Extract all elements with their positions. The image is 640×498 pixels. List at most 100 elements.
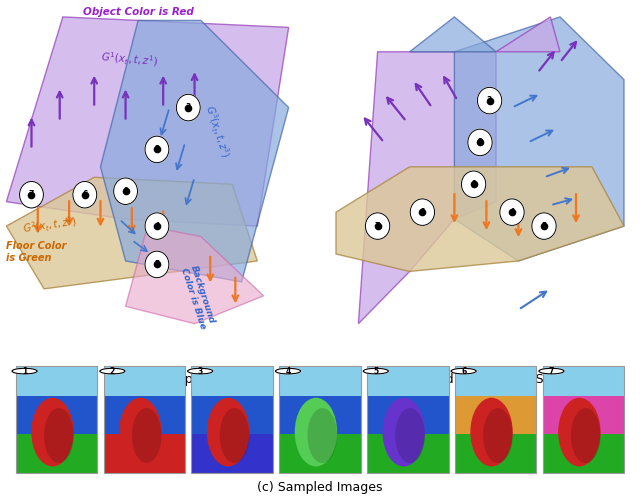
Polygon shape xyxy=(100,20,289,282)
Bar xyxy=(543,366,624,395)
Bar xyxy=(104,366,185,395)
Bar xyxy=(367,434,449,473)
Circle shape xyxy=(145,136,169,163)
Polygon shape xyxy=(336,167,624,271)
Text: $G^2(x_t, t, z^2)$: $G^2(x_t, t, z^2)$ xyxy=(22,214,78,237)
Circle shape xyxy=(532,213,556,240)
Bar xyxy=(104,434,185,473)
Ellipse shape xyxy=(383,398,425,467)
Ellipse shape xyxy=(119,398,161,467)
Circle shape xyxy=(539,369,564,374)
Ellipse shape xyxy=(42,457,63,463)
Circle shape xyxy=(461,171,486,198)
Text: 3: 3 xyxy=(487,96,492,105)
Bar xyxy=(455,434,536,473)
Ellipse shape xyxy=(207,398,250,467)
Polygon shape xyxy=(410,17,496,52)
Circle shape xyxy=(468,129,492,156)
Bar xyxy=(367,395,449,436)
Text: (b) Ground Truth Factor Space: (b) Ground Truth Factor Space xyxy=(386,373,574,385)
Bar xyxy=(191,434,273,473)
Ellipse shape xyxy=(307,408,337,463)
Bar xyxy=(191,395,273,436)
Text: 5: 5 xyxy=(541,222,547,231)
Bar xyxy=(367,366,449,473)
Text: 1: 1 xyxy=(123,187,128,196)
Polygon shape xyxy=(454,17,624,261)
Circle shape xyxy=(20,181,44,208)
Text: 7: 7 xyxy=(29,190,34,199)
Ellipse shape xyxy=(470,398,513,467)
Ellipse shape xyxy=(130,457,151,463)
Text: (a) Image Space: (a) Image Space xyxy=(111,373,215,385)
Ellipse shape xyxy=(481,457,502,463)
Circle shape xyxy=(114,178,138,205)
Ellipse shape xyxy=(558,398,600,467)
Text: (c) Sampled Images: (c) Sampled Images xyxy=(257,481,383,494)
Text: 7: 7 xyxy=(375,222,380,231)
Text: 6: 6 xyxy=(420,208,425,217)
Circle shape xyxy=(177,94,200,121)
Circle shape xyxy=(145,251,169,278)
Ellipse shape xyxy=(396,408,425,463)
Polygon shape xyxy=(496,17,560,52)
Text: Floor Color
is Green: Floor Color is Green xyxy=(6,242,67,263)
Text: 4: 4 xyxy=(285,367,291,375)
Circle shape xyxy=(12,369,37,374)
Text: 4: 4 xyxy=(509,208,515,217)
Circle shape xyxy=(477,87,502,114)
Text: 1: 1 xyxy=(22,367,28,375)
Bar xyxy=(543,366,624,473)
Text: 6: 6 xyxy=(82,190,88,199)
Ellipse shape xyxy=(218,457,239,463)
Text: 6: 6 xyxy=(461,367,467,375)
Text: 1: 1 xyxy=(471,180,476,189)
Text: 5: 5 xyxy=(373,367,378,375)
Bar xyxy=(455,366,536,473)
Bar xyxy=(104,366,185,473)
Ellipse shape xyxy=(483,408,513,463)
Ellipse shape xyxy=(393,457,414,463)
Ellipse shape xyxy=(569,457,590,463)
Text: 2: 2 xyxy=(477,138,483,147)
Ellipse shape xyxy=(295,398,337,467)
Text: 3: 3 xyxy=(186,103,191,112)
Circle shape xyxy=(188,369,212,374)
Ellipse shape xyxy=(305,457,326,463)
Bar xyxy=(104,395,185,436)
Ellipse shape xyxy=(44,408,74,463)
Text: 5: 5 xyxy=(154,260,159,269)
Bar xyxy=(16,366,97,473)
Polygon shape xyxy=(6,17,289,226)
Text: 7: 7 xyxy=(548,367,554,375)
Bar xyxy=(16,395,97,436)
Ellipse shape xyxy=(571,408,600,463)
Text: Object Color is Red: Object Color is Red xyxy=(83,7,193,17)
Text: Background
Color is Blue: Background Color is Blue xyxy=(179,264,217,331)
Text: 3: 3 xyxy=(198,367,203,375)
Text: 2: 2 xyxy=(154,145,159,154)
Circle shape xyxy=(500,199,524,226)
Ellipse shape xyxy=(132,408,161,463)
Bar xyxy=(16,434,97,473)
Circle shape xyxy=(145,213,169,240)
Bar xyxy=(455,366,536,395)
Polygon shape xyxy=(358,52,496,324)
Text: $G^1(x_t, t, z^1)$: $G^1(x_t, t, z^1)$ xyxy=(100,49,159,70)
Circle shape xyxy=(73,181,97,208)
Ellipse shape xyxy=(31,398,74,467)
Bar xyxy=(279,366,361,395)
Bar xyxy=(191,366,273,473)
Bar xyxy=(543,434,624,473)
Bar xyxy=(279,395,361,436)
Bar xyxy=(367,366,449,395)
Bar xyxy=(543,395,624,436)
Polygon shape xyxy=(125,226,264,324)
Text: $G^3(x_t, t, z^3)$: $G^3(x_t, t, z^3)$ xyxy=(201,104,232,160)
Circle shape xyxy=(364,369,388,374)
Polygon shape xyxy=(6,177,257,289)
Circle shape xyxy=(410,199,435,226)
Bar xyxy=(279,434,361,473)
Bar xyxy=(279,366,361,473)
Circle shape xyxy=(451,369,476,374)
